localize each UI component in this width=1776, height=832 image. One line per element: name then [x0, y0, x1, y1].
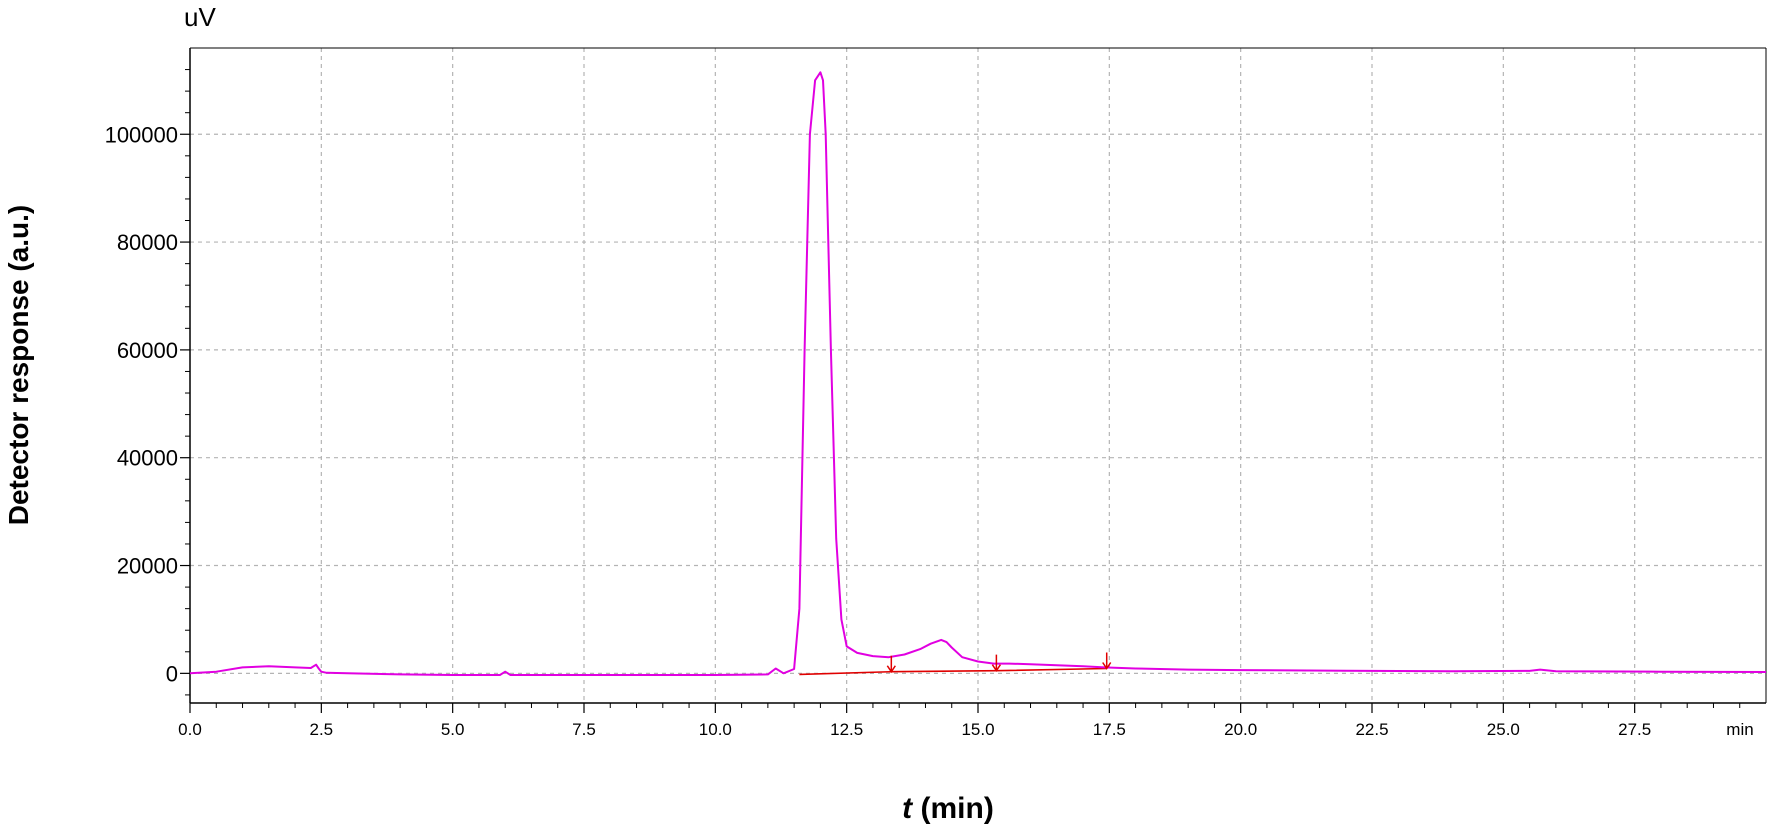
signal-trace [189, 71, 1767, 676]
x-tick-label: 5.0 [441, 720, 465, 739]
x-tick-label: 7.5 [572, 720, 596, 739]
x-tick-label: 27.5 [1618, 720, 1651, 739]
x-tick-label: 12.5 [830, 720, 863, 739]
y-tick-label: 20000 [117, 554, 178, 579]
peak-marker [991, 654, 1002, 673]
x-axis-unit: (min) [912, 792, 994, 825]
x-tick-label: 15.0 [961, 720, 994, 739]
y-tick-label: 100000 [105, 122, 178, 147]
peak-marker [1102, 652, 1112, 670]
x-tick-label: 0.0 [178, 720, 202, 739]
grid-lines [190, 48, 1766, 703]
y-tick-label: 80000 [117, 230, 178, 255]
y-axis-label: Detector response (a.u.) [3, 205, 34, 526]
y-tick-label: 60000 [117, 338, 178, 363]
x-tick-label: 25.0 [1487, 720, 1520, 739]
y-unit-label: uV [184, 2, 216, 32]
x-axis-variable: t [902, 792, 914, 825]
x-tick-label: 20.0 [1224, 720, 1257, 739]
x-tick-label: 2.5 [310, 720, 334, 739]
x-tick-label: 22.5 [1355, 720, 1388, 739]
tick-labels: 0 20000 40000 60000 80000 100000 0.0 2.5 5.0 7.5 1… [105, 122, 1652, 739]
series-layer [189, 71, 1767, 676]
x-tick-label: 17.5 [1093, 720, 1126, 739]
x-tick-label: 10.0 [699, 720, 732, 739]
y-tick-label: 40000 [117, 446, 178, 471]
x-axis-label: t (min) [902, 792, 994, 825]
x-unit-label: min [1726, 720, 1753, 739]
peak-marker [886, 655, 896, 674]
integration-baseline [799, 667, 1107, 676]
y-tick-label: 0 [166, 661, 178, 686]
axes [180, 47, 1767, 713]
